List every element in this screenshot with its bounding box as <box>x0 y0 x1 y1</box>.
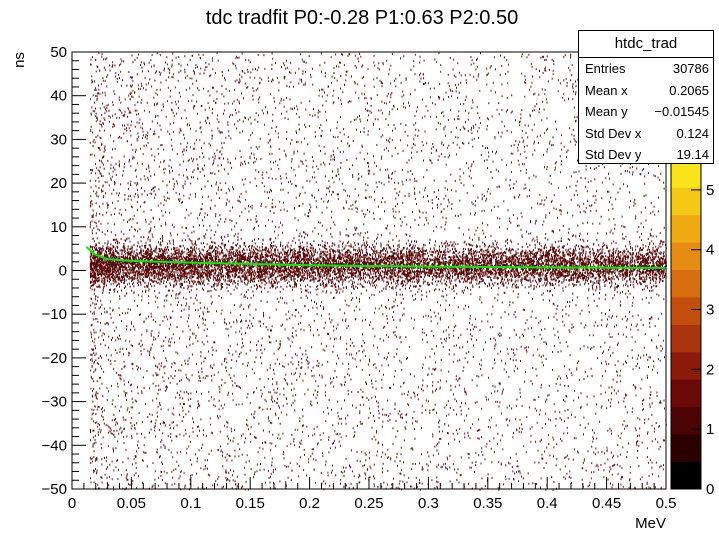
stats-label: Std Dev x <box>585 125 642 141</box>
color-scale-cell <box>671 447 701 462</box>
color-scale-cell <box>671 201 701 216</box>
color-scale-cell <box>671 475 701 490</box>
y-tick-label: 0 <box>59 263 67 280</box>
x-axis-ticks: 0 0.05 0.1 0.15 0.2 0.25 0.3 0.35 0.4 0.45 0.5 <box>68 477 677 512</box>
color-scale-cell <box>671 242 701 257</box>
y-tick-label: 50 <box>50 44 67 61</box>
color-scale-cell <box>671 283 701 298</box>
color-scale-cell <box>671 420 701 435</box>
color-scale-cell <box>671 434 701 449</box>
color-scale-cell <box>671 406 701 421</box>
x-tick-label: 0.3 <box>418 495 439 512</box>
stats-value: 0.2065 <box>669 82 709 98</box>
color-scale-cell <box>671 324 701 339</box>
color-scale-cell <box>671 310 701 325</box>
x-tick-label: 0.2 <box>299 495 320 512</box>
x-tick-label: 0.45 <box>592 495 621 512</box>
y-tick-label: 10 <box>50 219 67 236</box>
x-tick-label: 0.05 <box>117 495 146 512</box>
color-scale-cell <box>671 228 701 243</box>
x-tick-label: 0.15 <box>236 495 265 512</box>
scatter-cells <box>89 52 667 491</box>
stats-label: Mean x <box>585 82 628 98</box>
color-scale-label: 2 <box>706 361 714 378</box>
stats-row-std-dev-y: Std Dev y 19.14 <box>579 144 713 166</box>
color-scale-label: 5 <box>706 182 714 199</box>
y-tick-label: −50 <box>42 481 67 498</box>
x-tick-label: 0.4 <box>537 495 558 512</box>
y-axis-label: ns <box>11 52 28 68</box>
stats-row-mean-y: Mean y −0.01545 <box>579 101 713 123</box>
y-tick-label: −10 <box>42 306 67 323</box>
y-tick-label: −40 <box>42 437 67 454</box>
stats-value: −0.01545 <box>654 104 709 119</box>
color-scale-cell <box>671 365 701 380</box>
y-axis-ticks: −50 −40 −30 −20 −10 0 10 20 30 40 50 <box>42 44 86 498</box>
y-tick-label: 30 <box>50 131 67 148</box>
color-scale-cell <box>671 269 701 284</box>
color-scale-cell <box>671 187 701 202</box>
stats-title: htdc_trad <box>579 31 713 58</box>
color-scale-cell <box>671 173 701 188</box>
stats-value: 30786 <box>672 61 709 76</box>
color-scale-cell <box>671 297 701 312</box>
x-tick-label: 0 <box>68 495 76 512</box>
stats-value: 19.14 <box>676 147 709 162</box>
stats-label: Mean y <box>585 104 628 119</box>
color-scale-cell <box>671 255 701 271</box>
scatter-points <box>89 52 667 491</box>
y-tick-label: 40 <box>50 88 67 105</box>
stats-row-entries: Entries 30786 <box>579 58 713 80</box>
x-tick-label: 0.5 <box>656 495 677 512</box>
color-scale-cell <box>671 461 701 476</box>
color-scale-cell <box>671 351 701 367</box>
color-scale: 0 1 2 3 4 5 <box>670 159 714 498</box>
x-tick-label: 0.35 <box>473 495 502 512</box>
stats-label: Entries <box>585 61 626 76</box>
color-scale-label: 0 <box>706 481 714 498</box>
scatter-band <box>89 230 667 298</box>
x-tick-label: 0.25 <box>354 495 383 512</box>
x-axis-label: MeV <box>635 515 666 532</box>
stats-box: htdc_trad Entries 30786 Mean x 0.2065 Me… <box>578 30 714 164</box>
stats-row-std-dev-x: Std Dev x 0.124 <box>579 123 713 145</box>
x-tick-label: 0.1 <box>180 495 201 512</box>
color-scale-label: 4 <box>706 242 714 259</box>
color-scale-cell <box>671 214 701 229</box>
color-scale-label: 1 <box>706 421 714 438</box>
chart-title: tdc tradfit P0:-0.28 P1:0.63 P2:0.50 <box>206 7 518 29</box>
y-tick-label: 20 <box>50 175 67 192</box>
color-scale-cell <box>671 393 701 408</box>
fit-curve <box>85 246 667 269</box>
color-scale-label: 3 <box>706 302 714 319</box>
color-scale-cell <box>671 379 701 394</box>
y-tick-label: −30 <box>42 394 67 411</box>
stats-value: 0.124 <box>676 125 709 141</box>
y-tick-label: −20 <box>42 350 67 367</box>
stats-label: Std Dev y <box>585 147 642 162</box>
stats-row-mean-x: Mean x 0.2065 <box>579 80 713 102</box>
color-scale-cell <box>671 338 701 353</box>
